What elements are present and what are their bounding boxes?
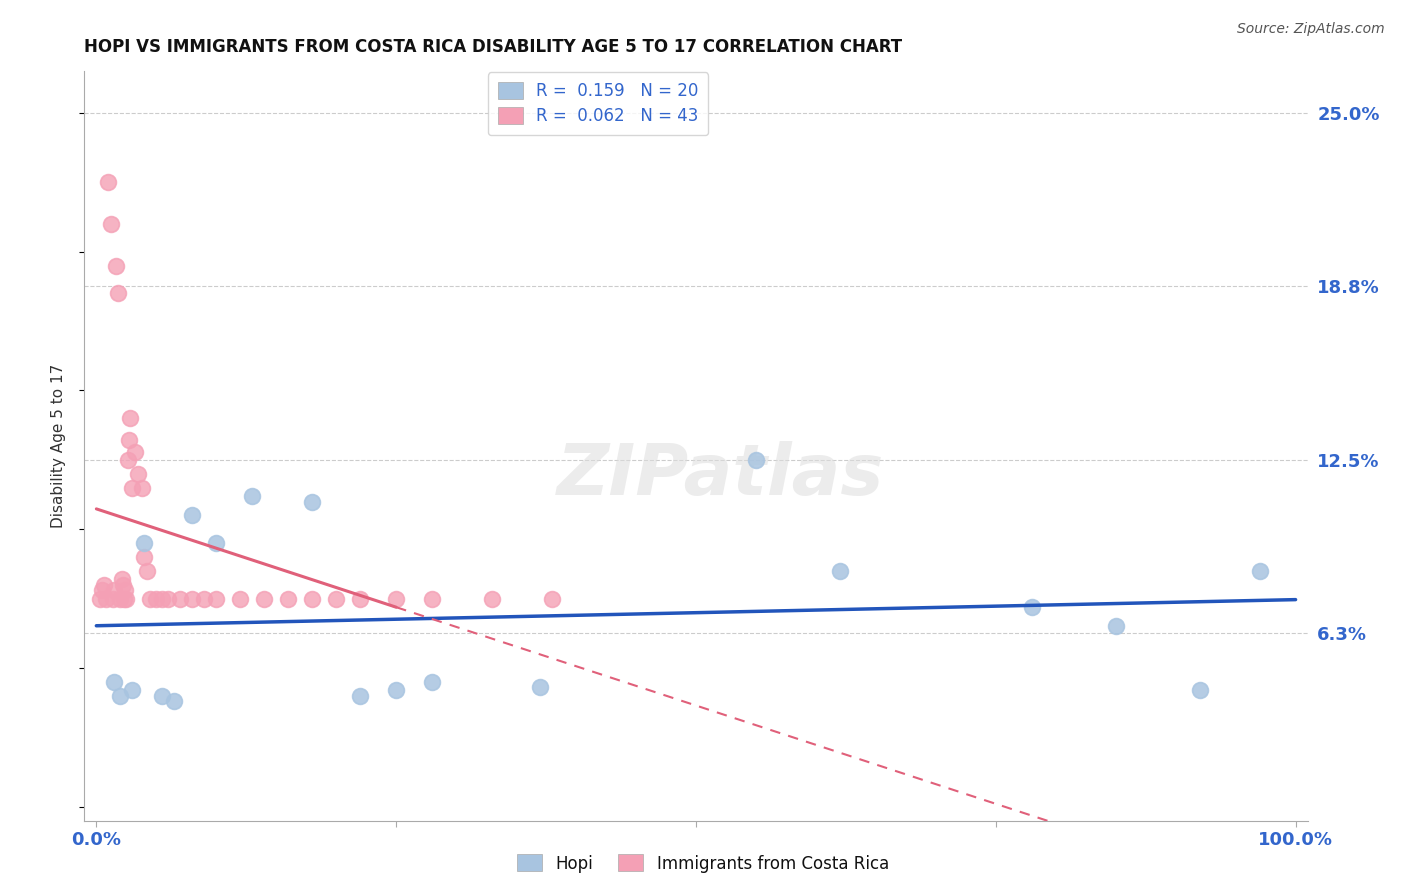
Legend: Hopi, Immigrants from Costa Rica: Hopi, Immigrants from Costa Rica bbox=[510, 847, 896, 880]
Point bbox=[157, 591, 180, 606]
Point bbox=[181, 591, 204, 606]
Point bbox=[181, 508, 204, 523]
Point bbox=[169, 591, 191, 606]
Point bbox=[163, 694, 186, 708]
Point bbox=[277, 591, 299, 606]
Point bbox=[529, 681, 551, 695]
Point bbox=[100, 217, 122, 231]
Point bbox=[145, 591, 167, 606]
Point bbox=[110, 591, 132, 606]
Point bbox=[94, 591, 117, 606]
Point bbox=[349, 591, 371, 606]
Point bbox=[112, 591, 135, 606]
Point bbox=[97, 175, 120, 189]
Point bbox=[385, 683, 408, 698]
Point bbox=[121, 683, 143, 698]
Legend: R =  0.159   N = 20, R =  0.062   N = 43: R = 0.159 N = 20, R = 0.062 N = 43 bbox=[488, 72, 709, 136]
Point bbox=[111, 578, 134, 592]
Point bbox=[541, 591, 564, 606]
Point bbox=[89, 591, 111, 606]
Point bbox=[420, 591, 443, 606]
Point bbox=[349, 689, 371, 703]
Point bbox=[1249, 564, 1271, 578]
Point bbox=[481, 591, 503, 606]
Point bbox=[253, 591, 276, 606]
Point bbox=[101, 591, 124, 606]
Point bbox=[1105, 619, 1128, 633]
Point bbox=[1188, 683, 1211, 698]
Point bbox=[103, 674, 125, 689]
Point bbox=[134, 549, 156, 564]
Point bbox=[135, 564, 157, 578]
Point bbox=[1021, 599, 1043, 614]
Point bbox=[104, 259, 127, 273]
Point bbox=[107, 286, 129, 301]
Y-axis label: Disability Age 5 to 17: Disability Age 5 to 17 bbox=[51, 364, 66, 528]
Point bbox=[301, 494, 323, 508]
Point bbox=[828, 564, 851, 578]
Point bbox=[205, 536, 228, 550]
Point bbox=[103, 583, 125, 598]
Point bbox=[118, 434, 141, 448]
Point bbox=[115, 591, 138, 606]
Point bbox=[745, 453, 768, 467]
Point bbox=[110, 572, 132, 586]
Point bbox=[150, 591, 173, 606]
Point bbox=[240, 489, 263, 503]
Point bbox=[93, 578, 115, 592]
Text: Source: ZipAtlas.com: Source: ZipAtlas.com bbox=[1237, 22, 1385, 37]
Point bbox=[385, 591, 408, 606]
Text: ZIPatlas: ZIPatlas bbox=[557, 442, 884, 510]
Point bbox=[229, 591, 252, 606]
Point bbox=[124, 444, 146, 458]
Point bbox=[139, 591, 162, 606]
Point bbox=[114, 583, 136, 598]
Point bbox=[91, 583, 114, 598]
Point bbox=[301, 591, 323, 606]
Point bbox=[121, 481, 143, 495]
Point bbox=[134, 536, 156, 550]
Point bbox=[420, 674, 443, 689]
Point bbox=[150, 689, 173, 703]
Point bbox=[193, 591, 215, 606]
Point bbox=[127, 467, 149, 481]
Point bbox=[117, 453, 139, 467]
Point bbox=[325, 591, 347, 606]
Text: HOPI VS IMMIGRANTS FROM COSTA RICA DISABILITY AGE 5 TO 17 CORRELATION CHART: HOPI VS IMMIGRANTS FROM COSTA RICA DISAB… bbox=[84, 38, 903, 56]
Point bbox=[205, 591, 228, 606]
Point bbox=[110, 689, 132, 703]
Point bbox=[118, 411, 141, 425]
Point bbox=[131, 481, 153, 495]
